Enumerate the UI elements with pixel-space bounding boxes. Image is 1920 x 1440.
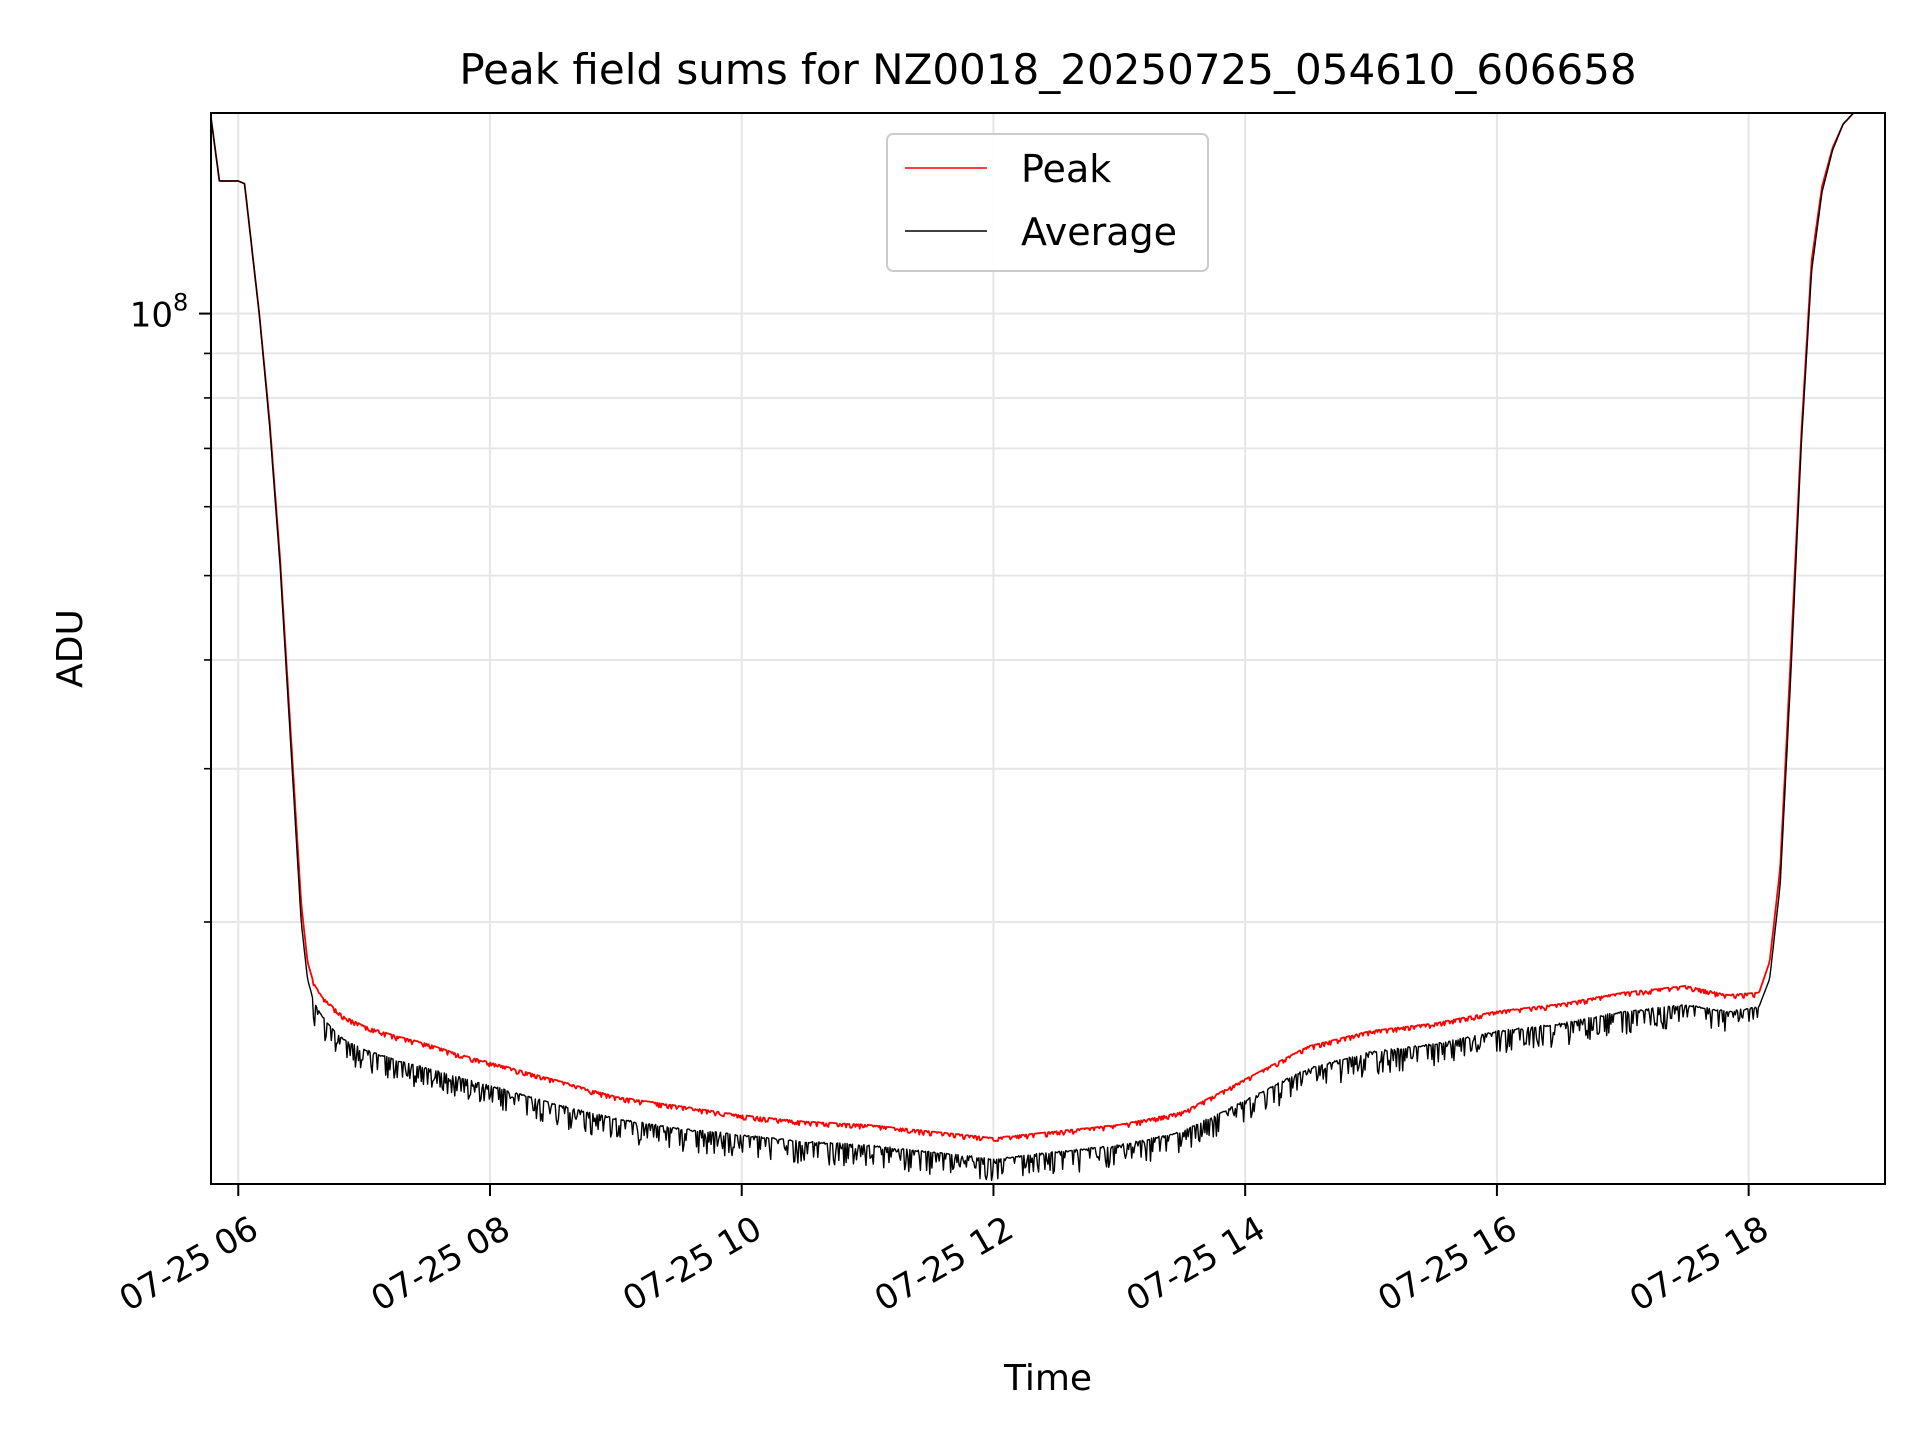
legend-label-peak: Peak (1021, 147, 1111, 191)
chart-title: Peak field sums for NZ0018_20250725_0546… (459, 45, 1636, 94)
y-tick-label: 108 (130, 289, 189, 336)
y-tick-label-base: 10 (130, 296, 173, 336)
series-line-average (210, 112, 1885, 1182)
series-layer (210, 112, 1885, 1182)
plot-frame (210, 112, 1886, 1185)
y-tick-label-exponent: 8 (173, 289, 188, 317)
legend: Peak Average (886, 133, 1209, 272)
grid (211, 113, 1885, 1184)
series-line-peak (210, 112, 1885, 1143)
legend-label-average: Average (1021, 210, 1177, 254)
y-axis-label: ADU (50, 609, 91, 688)
x-axis-label: Time (1003, 1358, 1092, 1399)
